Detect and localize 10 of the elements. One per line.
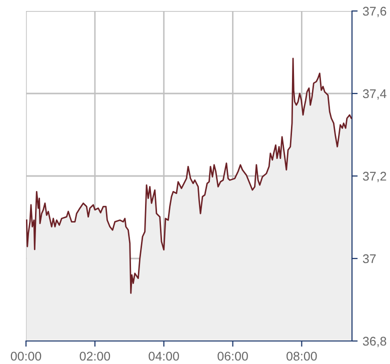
y-tick-label: 37,4 — [362, 89, 386, 100]
y-tick-label: 37,2 — [362, 172, 386, 182]
y-tick-label: 36,8 — [362, 336, 386, 348]
x-tick-label: 04:00 — [148, 352, 179, 361]
x-tick-label: 02:00 — [80, 352, 110, 361]
x-tick-label: 08:00 — [286, 352, 317, 361]
x-tick-label: 06:00 — [218, 352, 248, 361]
y-tick-label: 37,6 — [362, 6, 386, 18]
y-tick-label: 37 — [362, 254, 376, 264]
x-tick-label: 00:00 — [10, 352, 42, 361]
